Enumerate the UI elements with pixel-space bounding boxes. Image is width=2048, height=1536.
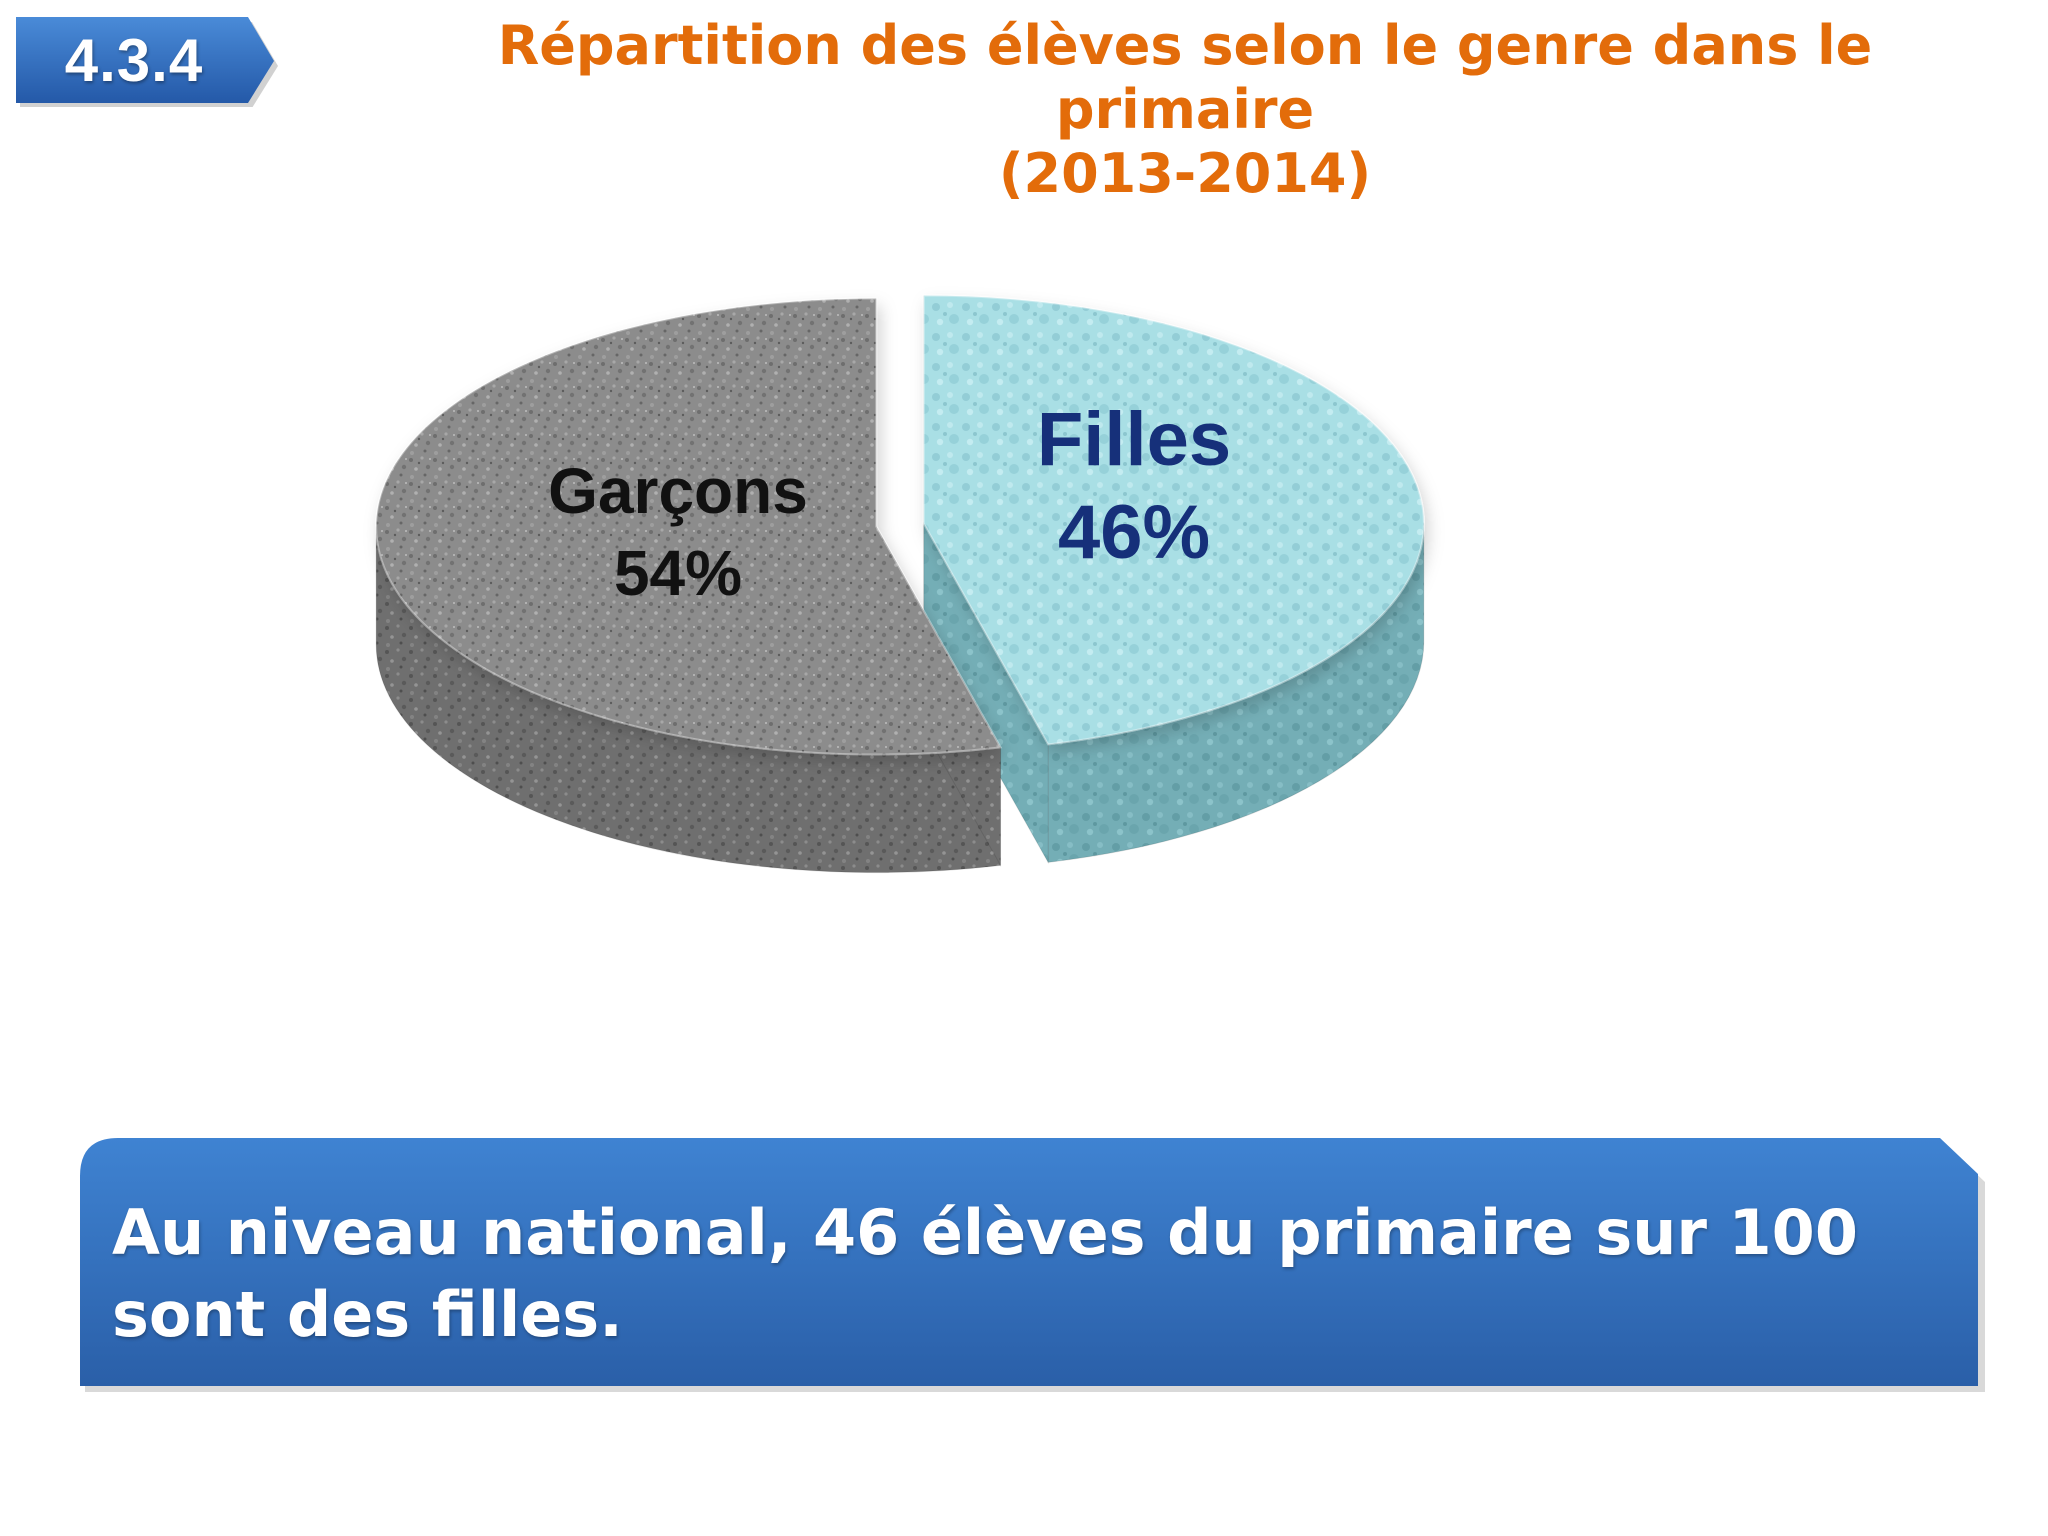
slice-top-filles	[922, 294, 1425, 746]
slice-label-garcons: Garçons	[548, 455, 808, 527]
pie-chart: Filles 46% Garçons 54%	[375, 294, 1425, 873]
slice-label-filles: Filles	[1037, 397, 1231, 482]
slice-top-garcons	[375, 297, 1003, 756]
section-number-badge: 4.3.4	[14, 15, 278, 107]
section-number: 4.3.4	[64, 27, 204, 94]
badge-arrow-shape	[16, 17, 278, 107]
slice-value-garcons: 54%	[614, 537, 742, 609]
slice-value-filles: 46%	[1058, 490, 1210, 575]
chart-title: Répartition des élèves selon le genre da…	[360, 14, 2010, 206]
chart-subtitle: (2013-2014)	[998, 142, 1372, 205]
summary-note-text: Au niveau national, 46 élèves du primair…	[112, 1196, 1858, 1351]
pie-labels: Filles 46% Garçons 54%	[548, 397, 1231, 609]
summary-note-box: Au niveau national, 46 élèves du primair…	[78, 1136, 1986, 1392]
chart-title-main: Répartition des élèves selon le genre da…	[497, 14, 1873, 141]
note-box-shape	[80, 1138, 1985, 1392]
pie-slices	[375, 294, 1425, 873]
